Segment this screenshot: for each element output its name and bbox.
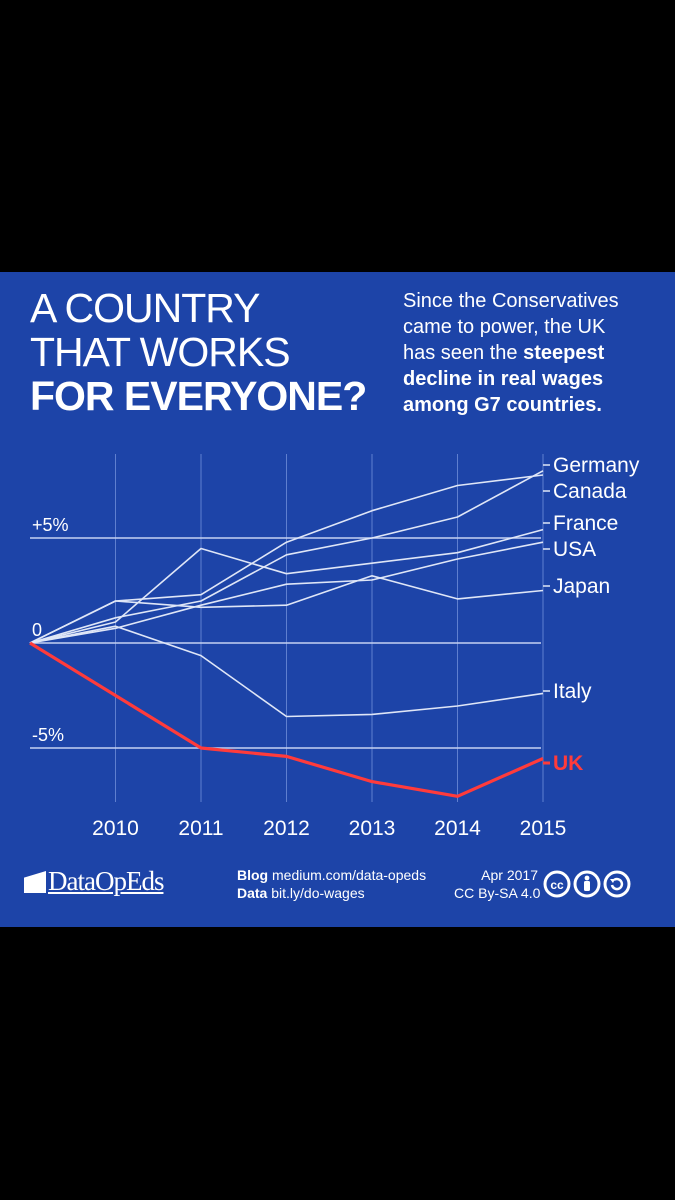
subhead-line-4: decline in real wages bbox=[403, 366, 665, 392]
cc-license-icons: cc bbox=[543, 870, 631, 898]
x-tick-label-2014: 2014 bbox=[434, 817, 481, 840]
blog-url: medium.com/data-opeds bbox=[272, 867, 427, 883]
footer: DataOpEds Blog medium.com/data-opeds Dat… bbox=[0, 864, 675, 914]
series-line-italy bbox=[29, 625, 544, 718]
series-line-japan bbox=[29, 574, 544, 644]
series-label-germany: Germany bbox=[553, 454, 640, 477]
subhead-line-3-text: has seen the bbox=[403, 342, 524, 364]
series-label-canada: Canada bbox=[553, 480, 627, 503]
data-label: Data bbox=[237, 885, 268, 901]
series-label-france: France bbox=[553, 512, 618, 535]
logo-text: DataOpEds bbox=[48, 866, 164, 896]
series-label-uk: UK bbox=[553, 752, 583, 775]
subhead-line-5-text: among G7 countries. bbox=[403, 394, 602, 416]
series-line-usa bbox=[29, 541, 544, 644]
data-link[interactable]: Data bit.ly/do-wages bbox=[237, 884, 426, 902]
x-tick-label-2015: 2015 bbox=[520, 817, 567, 840]
license-text: CC By-SA 4.0 bbox=[454, 885, 541, 901]
series-label-usa: USA bbox=[553, 538, 596, 561]
series-label-japan: Japan bbox=[553, 575, 610, 598]
subhead-line-2: came to power, the UK bbox=[403, 316, 606, 338]
subhead-line-3: has seen the steepest bbox=[403, 340, 665, 366]
credit: Apr 2017 CC By-SA 4.0 bbox=[454, 866, 541, 902]
series-line-uk bbox=[29, 641, 544, 798]
y-tick-label-5: +5% bbox=[32, 515, 69, 535]
y-tick-label-0: 0 bbox=[32, 620, 42, 640]
line-chart: 2010 2011 2012 2013 2014 2015 +5% 0 -5% Germany Ca… bbox=[29, 454, 640, 840]
blog-link[interactable]: Blog medium.com/data-opeds bbox=[237, 866, 426, 884]
subhead-line-5: among G7 countries. bbox=[403, 392, 665, 418]
svg-text:cc: cc bbox=[550, 878, 564, 892]
subhead-line-1: Since the Conservatives bbox=[403, 290, 619, 312]
attribution-icon bbox=[573, 870, 601, 898]
headline: A COUNTRY THAT WORKS FOR EVERYONE? bbox=[30, 285, 367, 419]
headline-line-2: THAT WORKS bbox=[30, 329, 291, 375]
series-line-france bbox=[29, 528, 544, 644]
dataopeds-logo: DataOpEds bbox=[24, 866, 164, 897]
subhead-line-4-text: decline in real wages bbox=[403, 368, 604, 390]
y-tick-label--5: -5% bbox=[32, 725, 64, 745]
logo-mark-icon bbox=[24, 871, 46, 893]
headline-line-3: FOR EVERYONE? bbox=[30, 373, 367, 419]
publish-date: Apr 2017 bbox=[481, 867, 538, 883]
series-line-canada bbox=[29, 470, 544, 644]
share-alike-icon bbox=[603, 870, 631, 898]
data-url: bit.ly/do-wages bbox=[271, 885, 365, 901]
headline-line-1: A COUNTRY bbox=[30, 285, 260, 331]
source-links: Blog medium.com/data-opeds Data bit.ly/d… bbox=[237, 866, 426, 902]
blog-label: Blog bbox=[237, 867, 269, 883]
infographic-panel: 2010 2011 2012 2013 2014 2015 +5% 0 -5% Germany Ca… bbox=[0, 272, 675, 927]
cc-icon: cc bbox=[543, 870, 571, 898]
x-tick-label-2012: 2012 bbox=[263, 817, 310, 840]
x-tick-label-2010: 2010 bbox=[92, 817, 139, 840]
series-label-italy: Italy bbox=[553, 680, 592, 703]
subhead-emphasis: steepest bbox=[523, 342, 605, 364]
x-tick-label-2011: 2011 bbox=[178, 817, 223, 840]
x-tick-label-2013: 2013 bbox=[349, 817, 396, 840]
subheadline: Since the Conservatives came to power, t… bbox=[403, 288, 665, 418]
